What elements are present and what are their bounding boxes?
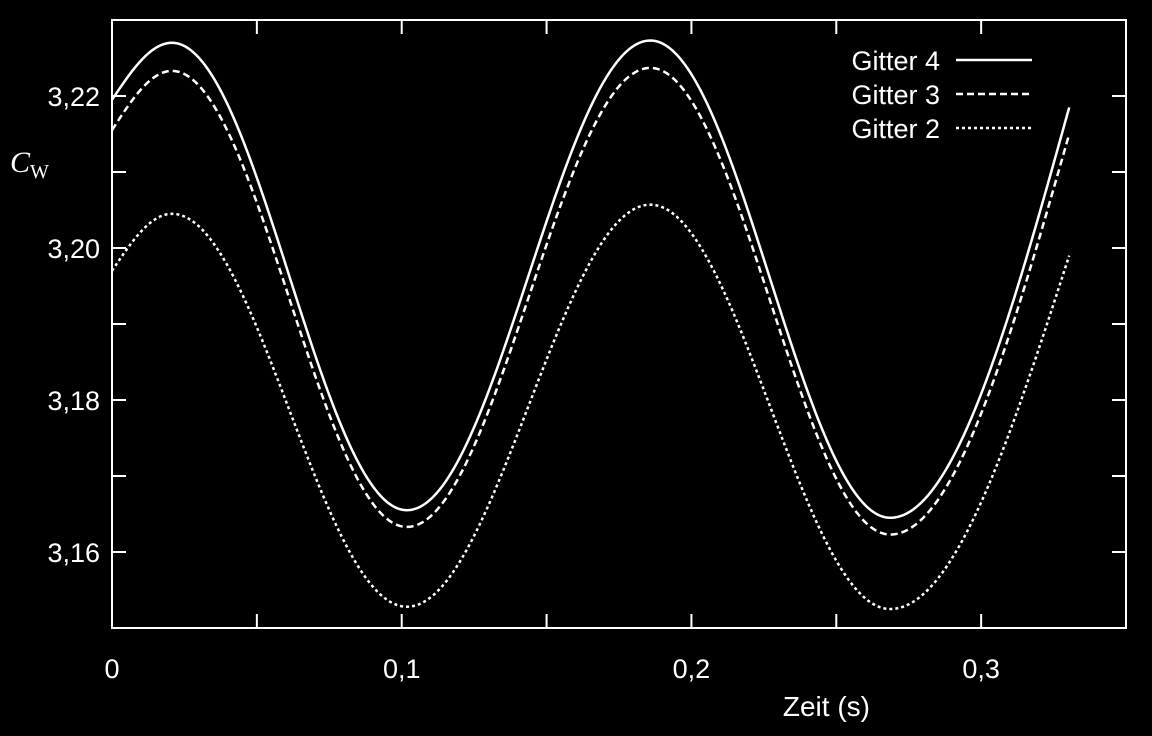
series-line-gitter-2 <box>110 203 1071 611</box>
x-axis-label: Zeit (s) <box>783 691 870 722</box>
series-line-gitter-3 <box>110 66 1071 536</box>
y-tick-label: 3,22 <box>47 82 100 112</box>
x-tick-label: 0,2 <box>673 654 711 684</box>
y-tick-label: 3,18 <box>47 386 100 416</box>
x-tick-label: 0 <box>104 654 119 684</box>
x-tick-label: 0,3 <box>962 654 1000 684</box>
legend-label: Gitter 4 <box>851 46 940 76</box>
y-tick-label: 3,20 <box>47 234 100 264</box>
legend: Gitter 4 Gitter 3 Gitter 2 <box>851 46 1032 144</box>
tick-labels: 0 0,1 0,2 0,3 3,16 3,18 3,20 3,22 <box>47 82 999 684</box>
legend-label: Gitter 2 <box>851 114 940 144</box>
series-line-gitter-4 <box>110 39 1071 520</box>
x-tick-label: 0,1 <box>383 654 421 684</box>
legend-label: Gitter 3 <box>851 80 940 110</box>
series-lines <box>110 39 1071 611</box>
y-axis-label-subscript: W <box>30 161 49 183</box>
y-axis-label: CW <box>10 146 49 183</box>
y-tick-label: 3,16 <box>47 538 100 568</box>
plot-frame <box>111 19 1127 629</box>
y-axis-label-main: C <box>10 146 31 179</box>
